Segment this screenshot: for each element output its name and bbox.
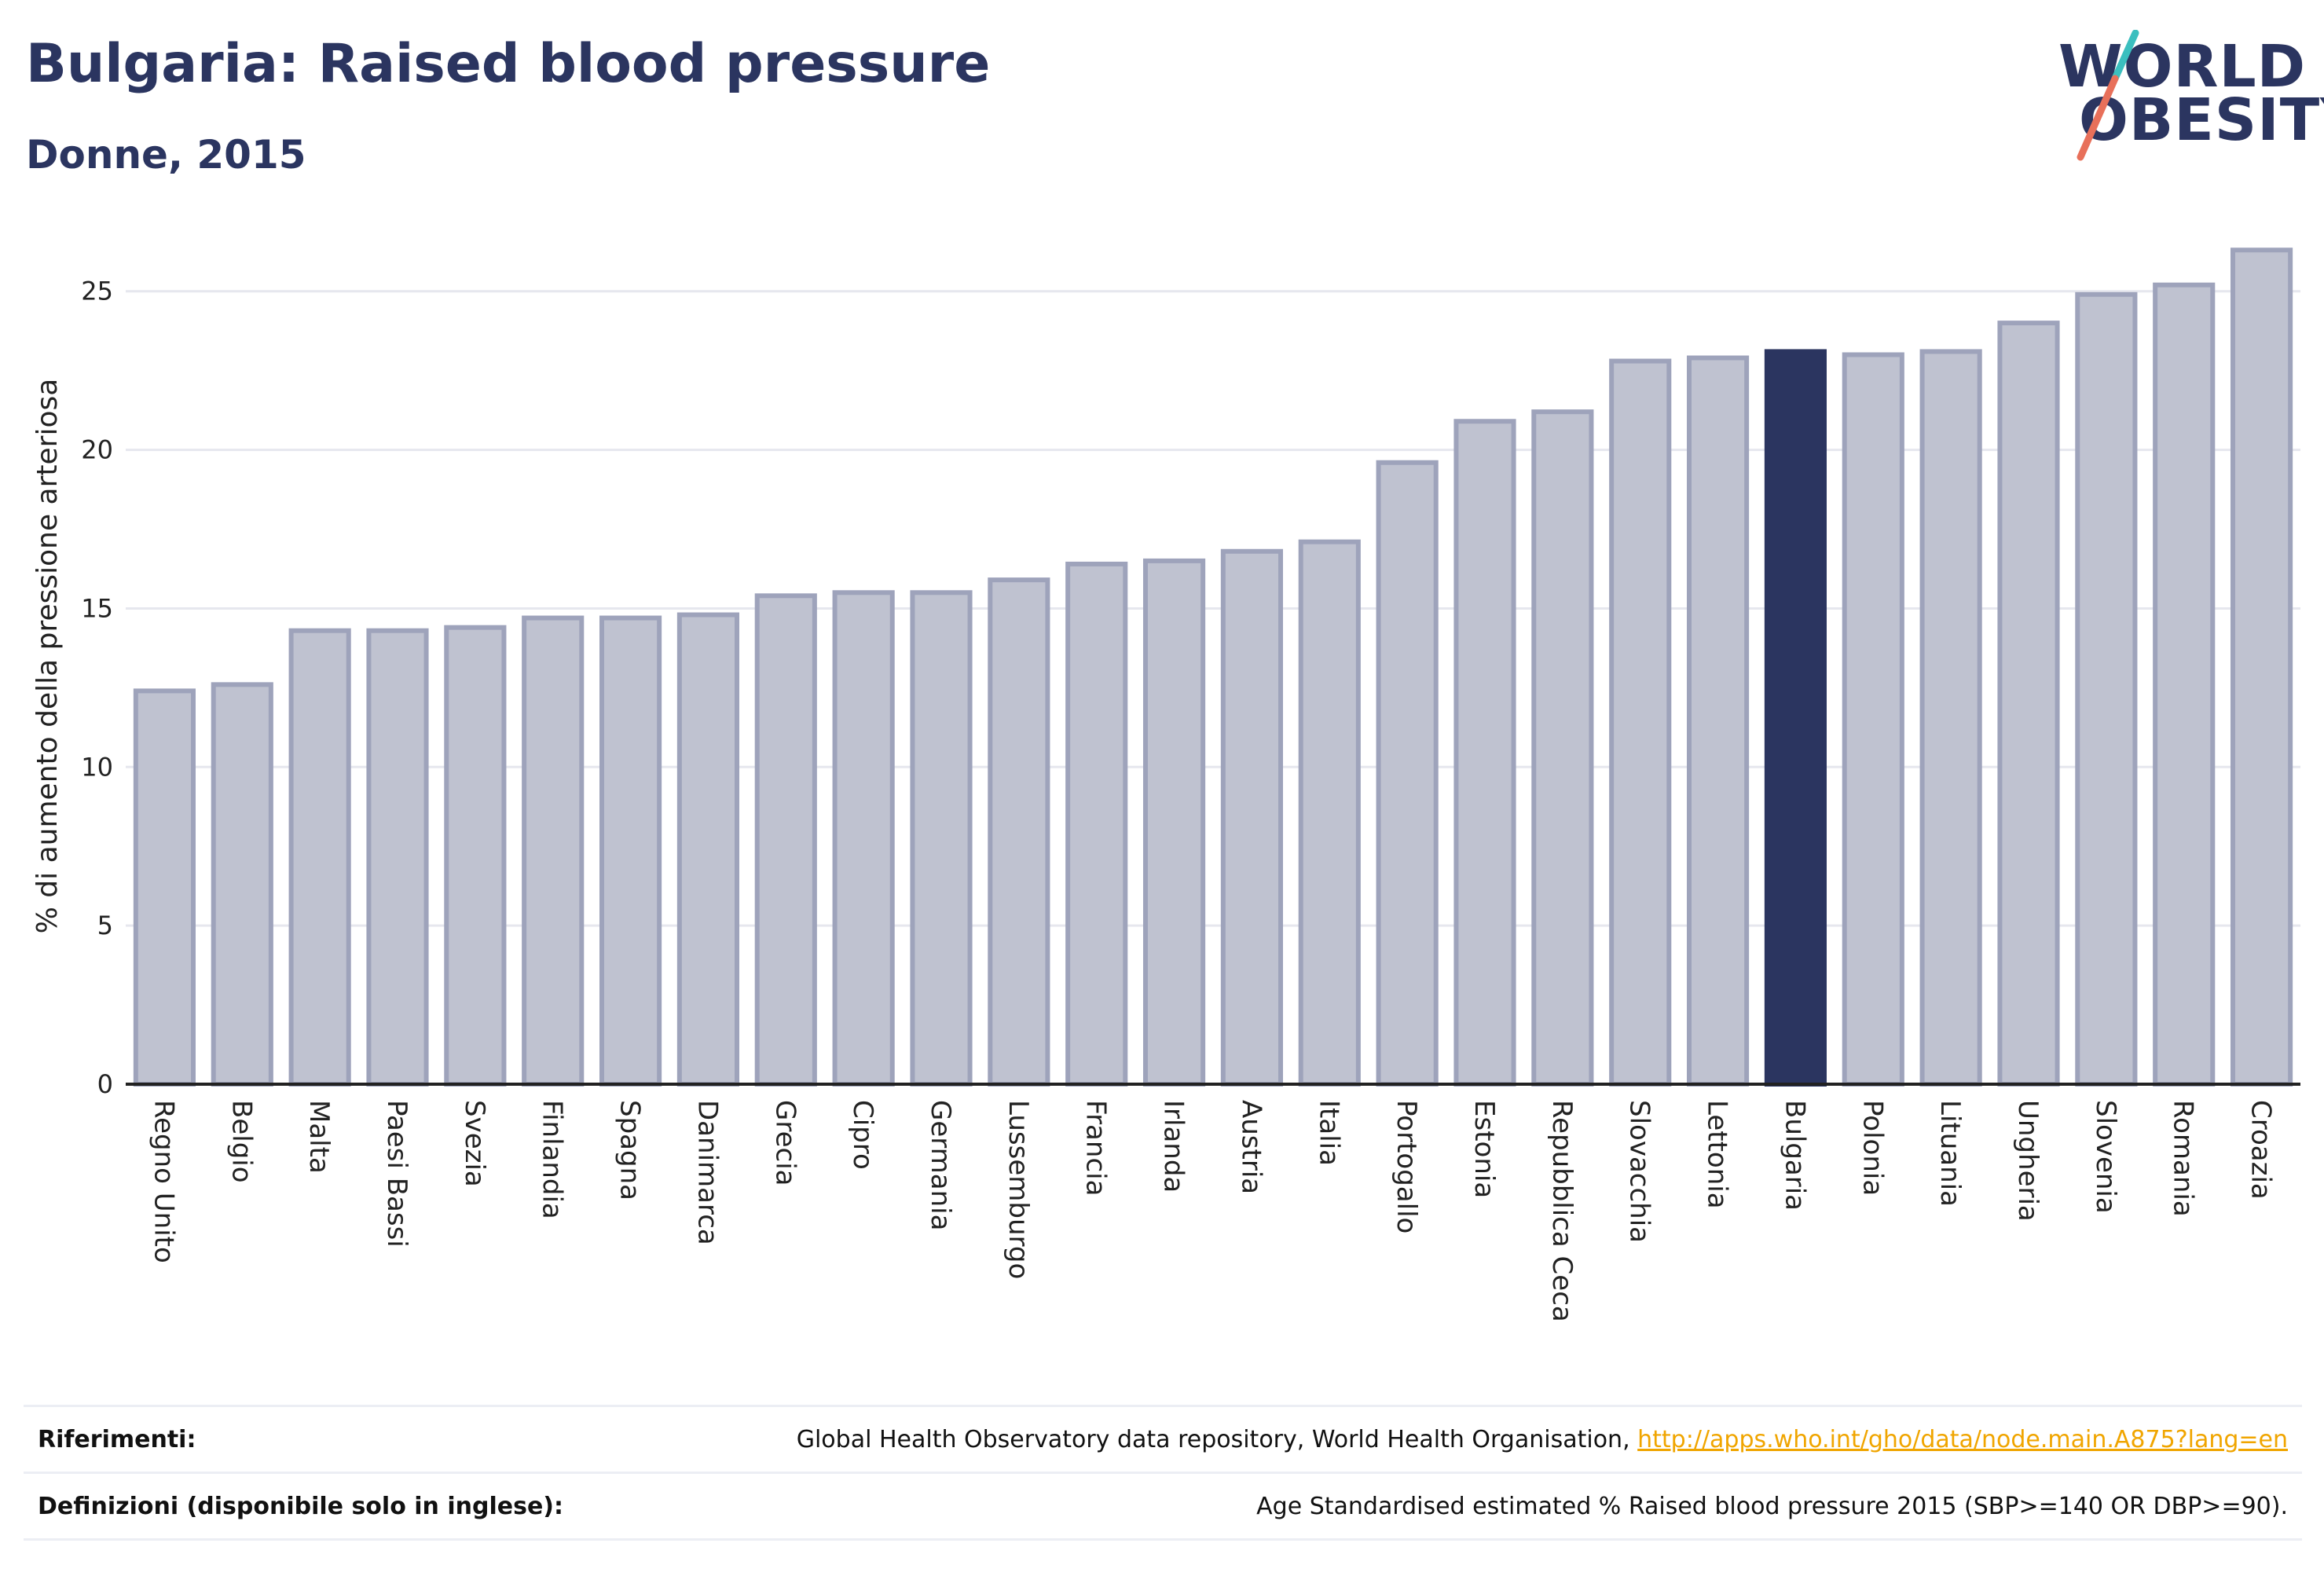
- bar: [832, 590, 895, 1087]
- x-tick-label: Malta: [303, 1100, 335, 1174]
- bar: [1686, 355, 1750, 1087]
- bar: [1065, 561, 1128, 1087]
- x-tick-label: Slovenia: [2090, 1100, 2121, 1214]
- y-tick-label: 15: [81, 593, 113, 623]
- definitions-row: Definizioni (disponibile solo in inglese…: [24, 1472, 2302, 1541]
- bar: [1453, 419, 1516, 1087]
- y-axis-label: % di aumento della pressione arteriosa: [31, 379, 64, 934]
- x-tick-label: Slovacchia: [1624, 1100, 1655, 1243]
- x-tick-label: Austria: [1235, 1100, 1266, 1194]
- bar: [599, 615, 662, 1087]
- x-tick-label: Croazia: [2245, 1100, 2277, 1200]
- y-tick-label: 20: [81, 435, 113, 465]
- bar: [522, 615, 585, 1087]
- references-link[interactable]: http://apps.who.int/gho/data/node.main.A…: [1637, 1426, 2288, 1453]
- x-tick-label: Germania: [925, 1100, 956, 1230]
- x-tick-label: Repubblica Ceca: [1546, 1100, 1578, 1322]
- bar: [2153, 282, 2216, 1087]
- logo-line1: WORLD: [2058, 33, 2307, 101]
- logo-slash-icon: [2077, 30, 2139, 161]
- x-tick-label: Svezia: [459, 1100, 490, 1187]
- x-tick-label: Bulgaria: [1779, 1100, 1810, 1211]
- bar: [754, 593, 817, 1087]
- x-tick-label: Estonia: [1468, 1100, 1500, 1198]
- x-tick-label: Lettonia: [1702, 1100, 1733, 1209]
- bar: [1764, 349, 1827, 1087]
- bar: [444, 625, 507, 1087]
- chart-title: Bulgaria: Raised blood pressure: [26, 33, 991, 95]
- bar-chart: 0 5 10 15 20 25 % di aumento della pressione a…: [31, 247, 2300, 1322]
- y-tick-label: 10: [81, 752, 113, 782]
- x-tick-label: Portogallo: [1391, 1100, 1422, 1233]
- x-tick-label: Polonia: [1857, 1100, 1888, 1196]
- chart-subtitle: Donne, 2015: [26, 132, 306, 178]
- bar: [288, 628, 351, 1087]
- references-table: Riferimenti: Global Health Observatory d…: [24, 1405, 2302, 1541]
- references-text: Global Health Observatory data repositor…: [796, 1426, 1638, 1453]
- definitions-value: Age Standardised estimated % Raised bloo…: [1256, 1493, 2288, 1520]
- references-value: Global Health Observatory data repositor…: [797, 1426, 2288, 1453]
- bar: [366, 628, 429, 1087]
- x-tick-label: Italia: [1313, 1100, 1344, 1166]
- bar: [133, 688, 196, 1087]
- references-label: Riferimenti:: [38, 1426, 196, 1453]
- x-tick-label: Francia: [1080, 1100, 1112, 1196]
- logo-line2: OBESITY: [2079, 86, 2324, 154]
- bar: [1220, 548, 1284, 1087]
- x-tick-label: Finlandia: [537, 1100, 568, 1219]
- x-tick-label: Lituania: [1934, 1100, 1966, 1207]
- x-tick-label: Ungheria: [2012, 1100, 2044, 1222]
- y-tick-label: 25: [81, 277, 113, 306]
- bar: [1531, 409, 1594, 1087]
- bar: [910, 590, 973, 1087]
- bar: [1842, 352, 1904, 1087]
- bar: [988, 577, 1050, 1087]
- references-row: Riferimenti: Global Health Observatory d…: [24, 1405, 2302, 1472]
- x-tick-label: Lussemburgo: [1003, 1100, 1034, 1279]
- bar: [2230, 247, 2293, 1087]
- x-tick-label: Danimarca: [691, 1100, 723, 1245]
- x-tick-label: Paesi Bassi: [381, 1100, 412, 1248]
- world-obesity-logo: WORLD OBESITY: [2058, 30, 2324, 163]
- bar: [1997, 321, 2060, 1087]
- bar: [1376, 460, 1439, 1087]
- bar: [1142, 558, 1206, 1087]
- definitions-label: Definizioni (disponibile solo in inglese…: [38, 1493, 563, 1520]
- bar: [2075, 291, 2138, 1087]
- bar: [1298, 539, 1361, 1087]
- bar: [211, 682, 273, 1087]
- x-tick-label: Romania: [2168, 1100, 2199, 1217]
- x-tick-label: Grecia: [769, 1100, 801, 1186]
- y-tick-label: 5: [97, 911, 113, 940]
- x-tick-label: Irlanda: [1158, 1100, 1189, 1193]
- x-tick-label: Cipro: [847, 1100, 878, 1170]
- x-tick-label: Belgio: [225, 1100, 257, 1183]
- y-tick-label: 0: [97, 1069, 113, 1099]
- bar: [1609, 358, 1672, 1087]
- x-tick-label: Regno Unito: [148, 1100, 179, 1263]
- bar: [676, 612, 740, 1087]
- x-tick-label: Spagna: [614, 1100, 646, 1200]
- bar: [1919, 349, 1982, 1087]
